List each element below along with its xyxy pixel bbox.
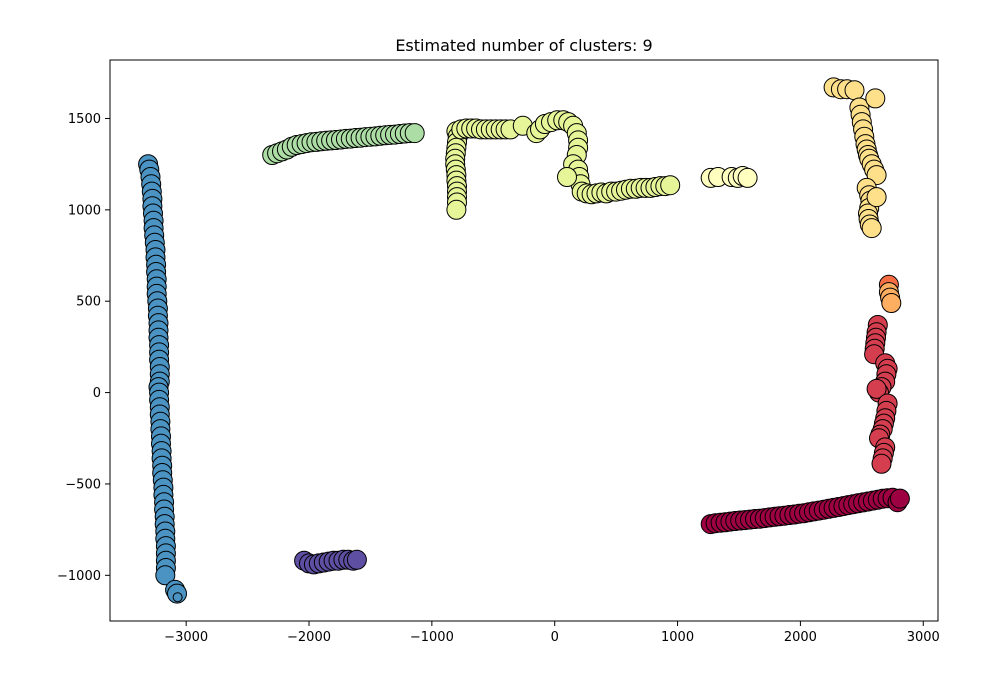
cluster-0 <box>138 154 187 604</box>
cluster-5 <box>878 282 902 313</box>
x-tick-label: 0 <box>551 630 559 645</box>
cluster-3 <box>864 315 898 474</box>
cluster-6-core-point-3 <box>844 80 865 101</box>
points-layer <box>138 77 910 604</box>
cluster-1 <box>294 549 367 575</box>
x-axis: −3000 −2000 −1000 0 1000 2000 3000 <box>164 621 940 645</box>
cluster-2-core-point-39 <box>889 488 910 509</box>
cluster-1-core-point-11 <box>346 549 367 570</box>
y-axis: −1000 −500 0 500 1000 1500 <box>57 112 110 584</box>
x-tick-label: −2000 <box>287 630 331 645</box>
cluster-7-core-point-62 <box>557 167 577 187</box>
cluster-2 <box>700 487 910 535</box>
y-tick-label: 500 <box>76 295 101 310</box>
cluster-8-core-point-29 <box>404 123 425 144</box>
cluster-6-core-point-24 <box>865 88 886 109</box>
x-tick-label: 2000 <box>784 630 817 645</box>
x-tick-label: 3000 <box>907 630 940 645</box>
cluster-6-core-point-25 <box>866 187 887 208</box>
cluster-7 <box>445 110 681 220</box>
x-tick-label: 1000 <box>661 630 694 645</box>
y-tick-label: 1500 <box>68 112 101 127</box>
plot-frame <box>109 59 939 622</box>
cluster-7-core-point-14 <box>446 199 467 220</box>
cluster-3-core-point-12 <box>866 378 887 399</box>
cluster-0-edge-point-0 <box>172 592 183 603</box>
x-tick-label: −3000 <box>164 630 208 645</box>
cluster-8 <box>262 123 425 165</box>
x-tick-label: −1000 <box>410 630 454 645</box>
cluster-7-core-point-61 <box>660 175 681 196</box>
cluster-9-core-point-5 <box>737 167 758 188</box>
y-tick-label: 1000 <box>68 203 101 218</box>
y-tick-label: −1000 <box>57 569 101 584</box>
y-tick-label: −500 <box>65 477 101 492</box>
cluster-5-core-point-2 <box>881 293 902 313</box>
chart-title: Estimated number of clusters: 9 <box>395 36 652 55</box>
cluster-0-core-point-57 <box>155 565 176 586</box>
cluster-9 <box>700 166 758 188</box>
y-tick-label: 0 <box>93 386 101 401</box>
cluster-3-core-point-23 <box>871 453 892 474</box>
cluster-6-core-point-23 <box>861 218 882 239</box>
cluster-6 <box>823 77 887 239</box>
